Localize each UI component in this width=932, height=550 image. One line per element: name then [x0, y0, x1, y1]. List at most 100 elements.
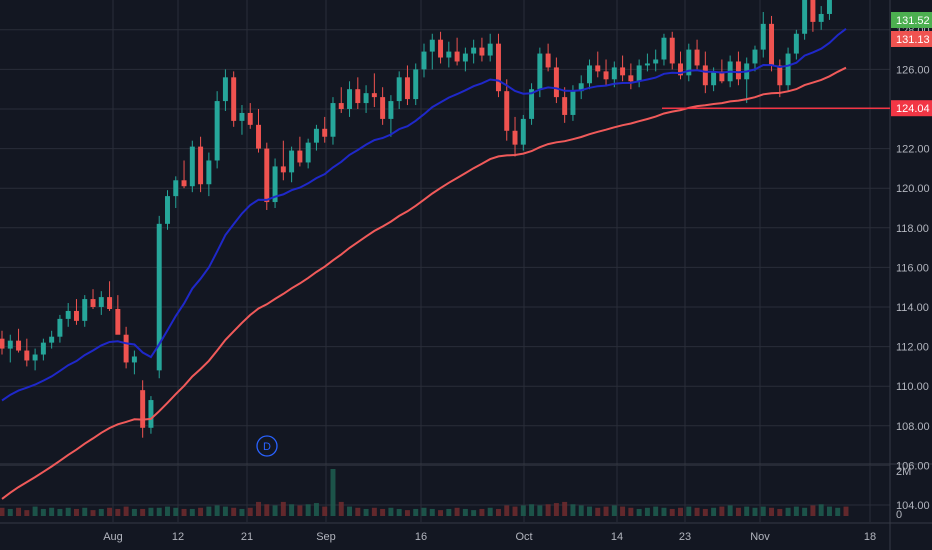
candle-body-8	[65, 310, 71, 319]
price-tag-2: 124.04	[896, 103, 930, 115]
candle-body-54	[446, 51, 452, 58]
volume-bar-33	[272, 505, 278, 516]
x-tick-label-6: 14	[611, 531, 623, 543]
volume-bar-42	[347, 506, 353, 516]
volume-bar-84	[694, 507, 700, 516]
volume-bar-62	[512, 506, 518, 516]
volume-bar-58	[479, 508, 485, 516]
x-tick-label-4: 16	[415, 531, 427, 543]
volume-bar-85	[702, 508, 708, 516]
candle-body-68	[562, 97, 568, 115]
volume-bar-45	[371, 507, 377, 516]
y-tick-label-0: 104.00	[896, 500, 930, 512]
y-tick-label-7: 118.00	[896, 223, 929, 235]
volume-bar-36	[297, 505, 303, 516]
volume-bar-2	[16, 507, 22, 516]
volume-bar-7	[57, 508, 63, 516]
volume-bar-81	[669, 508, 675, 516]
candle-body-13	[107, 297, 113, 309]
volume-bar-19	[156, 507, 162, 516]
y-tick-label-4: 112.00	[896, 342, 929, 354]
candle-body-94	[777, 65, 783, 86]
candle-body-71	[587, 65, 592, 84]
volume-bar-39	[322, 506, 328, 516]
volume-bar-26	[214, 505, 220, 516]
candle-body-23	[189, 146, 195, 187]
candle-body-45	[371, 93, 377, 98]
volume-bar-13	[107, 507, 113, 516]
volume-bar-12	[98, 508, 104, 516]
candle-body-29	[239, 112, 245, 121]
dividend-marker-label[interactable]: D	[263, 441, 271, 453]
candle-body-72	[595, 65, 601, 72]
ma-slow-line	[1, 66, 847, 500]
x-tick-label-5: Oct	[515, 531, 532, 543]
volume-bar-35	[289, 504, 295, 516]
volume-bar-8	[65, 507, 71, 516]
volume-bar-102	[843, 506, 849, 516]
volume-bar-5	[40, 508, 46, 516]
x-tick-label-7: 23	[679, 531, 691, 543]
volume-bar-90	[744, 506, 750, 516]
candle-body-95	[785, 53, 791, 86]
candle-body-18	[148, 400, 154, 428]
ma-fast-line	[1, 28, 847, 402]
volume-bar-97	[802, 507, 808, 516]
volume-bar-77	[636, 508, 642, 516]
x-tick-label-0: Aug	[103, 531, 123, 543]
volume-bar-64	[529, 504, 535, 516]
candle-body-22	[181, 180, 187, 187]
volume-bar-25	[206, 506, 212, 516]
price-tag-bg-2	[891, 100, 932, 117]
candle-body-2	[16, 340, 22, 351]
volume-bar-88	[727, 505, 733, 516]
volume-bar-10	[82, 507, 88, 516]
candle-body-25	[206, 160, 212, 185]
price-levels	[662, 107, 890, 109]
volume-bar-20	[165, 506, 170, 516]
volume-bar-9	[73, 508, 79, 516]
volume-bar-18	[148, 507, 154, 516]
candle-body-26	[214, 101, 220, 161]
candle-body-19	[156, 223, 162, 371]
candle-body-89	[735, 61, 741, 80]
candle-body-37	[305, 142, 311, 163]
candle-body-84	[694, 49, 700, 66]
volume-bar-54	[446, 508, 452, 516]
volume-bar-66	[545, 504, 551, 516]
y-tick-label-3: 110.00	[896, 381, 929, 393]
candle-body-56	[462, 53, 468, 62]
volume-bar-31	[256, 501, 261, 516]
candle-body-44	[363, 93, 369, 104]
volume-bar-74	[611, 505, 617, 516]
volume-bar-83	[686, 506, 692, 516]
candle-body-28	[231, 77, 237, 121]
volume-bar-15	[123, 506, 129, 516]
volume-bar-76	[628, 507, 634, 516]
volume-tick-label-0: 2M	[896, 466, 911, 478]
candle-body-32	[264, 148, 270, 203]
candle-body-97	[802, 0, 808, 34]
candle-body-7	[57, 318, 63, 337]
x-tick-label-2: 21	[241, 531, 253, 543]
y-tick-label-1: 106.00	[896, 460, 930, 472]
volume-bar-69	[570, 504, 576, 516]
volume-bar-63	[520, 505, 526, 516]
volume-bar-51	[421, 507, 427, 516]
volume-bar-100	[826, 506, 832, 516]
candle-body-1	[7, 340, 13, 349]
dividend-marker[interactable]: D	[256, 435, 278, 457]
candle-body-62	[512, 130, 518, 145]
volume-bar-1	[7, 508, 13, 516]
volume-bar-0	[0, 507, 5, 516]
candle-body-86	[711, 71, 717, 86]
volume-bar-101	[835, 507, 841, 516]
candle-body-52	[429, 39, 435, 52]
volume-bar-40	[330, 469, 336, 516]
candle-body-9	[73, 310, 79, 321]
volume-bar-56	[462, 508, 468, 516]
x-tick-label-8: Nov	[750, 531, 770, 543]
volume-bar-65	[537, 505, 543, 516]
